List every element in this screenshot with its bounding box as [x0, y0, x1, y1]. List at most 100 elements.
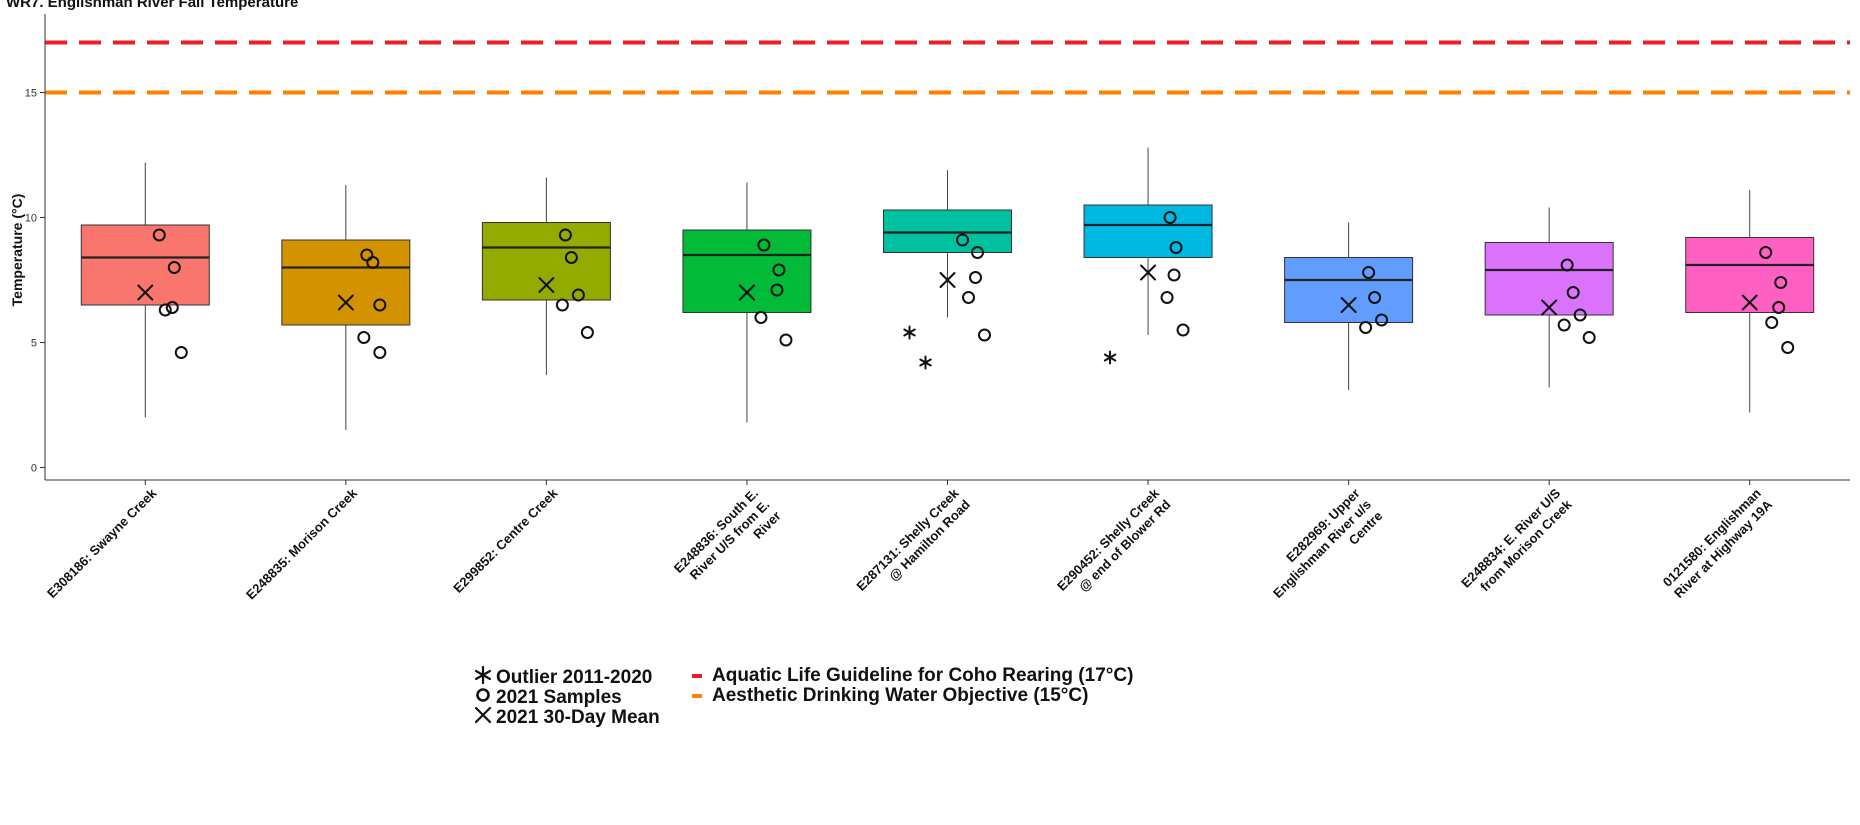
y-axis-title: Temperature (°C) — [9, 194, 25, 307]
category-labels: E308186: Swayne Creek E248835: Morison Cr… — [44, 485, 1776, 605]
sample-point — [373, 298, 387, 312]
category-label: E290452: Shelly Creek@ end of Blower Rd — [1054, 485, 1174, 605]
sample-point — [969, 271, 982, 284]
legend-label-guideline: Aquatic Life Guideline for Coho Rearing … — [712, 665, 1134, 686]
box — [682, 229, 812, 313]
outlier-marker — [1103, 350, 1117, 365]
sample-point — [152, 228, 166, 242]
outlier-marker — [919, 355, 932, 370]
boxes — [80, 147, 1815, 430]
sample-point — [962, 291, 975, 304]
sample-point — [373, 346, 387, 359]
category-label-line: E290452: Shelly Creek — [1054, 485, 1163, 594]
outlier-stroke — [919, 358, 932, 367]
sample-point — [174, 346, 188, 359]
y-tick-label-10: 10 — [25, 213, 37, 225]
sample-point — [1759, 246, 1773, 259]
sample-point — [1362, 266, 1376, 279]
sample-point — [1359, 321, 1373, 334]
sample-point — [772, 263, 786, 277]
legend-item-outlier: Outlier 2011-2020 — [470, 665, 653, 689]
sample-point — [167, 261, 181, 274]
sample-point — [978, 328, 991, 342]
sample-point — [1781, 341, 1795, 354]
mean-marker-stroke — [337, 294, 354, 311]
sample-point — [555, 298, 569, 312]
mean-marker-stroke — [738, 284, 755, 301]
legend-item-guideline: Aquatic Life Guideline for Coho Rearing … — [686, 665, 1133, 687]
reference-lines — [45, 40, 1850, 95]
legend-item-samples: 2021 Samples — [470, 685, 622, 709]
category-label-line: River at Highway 19A — [1671, 496, 1776, 601]
sample-point — [1560, 258, 1574, 272]
sample-point — [1163, 211, 1177, 224]
mean-marker — [538, 277, 555, 293]
mean-marker-stroke — [538, 277, 555, 293]
sample-point — [770, 283, 784, 297]
sample-point — [956, 233, 969, 247]
category-label: E299852: Centre Creek — [450, 485, 561, 596]
y-tick-label-0: 0 — [31, 463, 37, 475]
red-dash-icon — [692, 673, 702, 678]
sample-point — [1160, 291, 1174, 304]
axes: 0 5 10 15 — [25, 14, 1850, 485]
sample-point — [1557, 318, 1571, 332]
sample-point — [1167, 268, 1181, 282]
mean-marker-stroke — [939, 272, 956, 288]
legend-label-samples: 2021 Samples — [496, 687, 622, 709]
sample-point — [366, 256, 380, 269]
sample-point — [357, 331, 371, 344]
outlier-stroke — [903, 328, 916, 337]
sample-point — [158, 303, 172, 317]
mean-marker-stroke — [1741, 294, 1758, 311]
category-label-line: E248834: E. River U/S — [1458, 485, 1563, 590]
category-label: E248834: E. River U/Sfrom Morison Creek — [1458, 485, 1575, 602]
markers — [137, 211, 1795, 370]
mean-marker — [1140, 264, 1157, 281]
category-label: E248835: Morison Creek — [243, 485, 360, 602]
mean-marker-stroke — [1340, 297, 1357, 313]
category-label-line: E299852: Centre Creek — [450, 485, 561, 596]
sample-point — [971, 246, 984, 259]
mean-marker — [1741, 294, 1758, 311]
box — [481, 222, 611, 301]
sample-point — [564, 251, 578, 264]
sample-point — [779, 333, 793, 347]
category-label-line: Englishman River u/s — [1270, 497, 1374, 601]
mean-marker — [1340, 297, 1357, 313]
orange-dash-icon — [692, 693, 702, 698]
box — [281, 239, 411, 326]
sample-point — [1774, 276, 1788, 289]
sample-point — [580, 326, 594, 339]
mean-marker — [137, 284, 154, 301]
box — [1083, 204, 1213, 258]
mean-marker — [738, 284, 755, 301]
sample-point — [757, 238, 771, 252]
sample-point — [165, 301, 179, 314]
chart-title: WR7. Englishman River Fall Temperature — [6, 0, 299, 11]
sample-point — [1772, 301, 1786, 314]
mean-marker-stroke — [1140, 264, 1157, 281]
legend-item-mean: 2021 30-Day Mean — [470, 705, 660, 728]
sample-point — [1582, 331, 1596, 344]
category-label: E248836: South E.River U/S from E.River — [671, 486, 784, 599]
mean-marker — [1541, 299, 1558, 316]
sample-point — [1573, 308, 1587, 322]
category-label-line: 0121580: Englishman — [1660, 485, 1764, 589]
sample-point — [1176, 323, 1190, 337]
legend-label-outlier: Outlier 2011-2020 — [496, 667, 653, 689]
box — [1685, 237, 1815, 313]
box — [1284, 257, 1414, 323]
box — [883, 209, 1012, 253]
category-label-line: E248835: Morison Creek — [243, 485, 360, 602]
sample-point — [571, 288, 585, 302]
cross-icon — [470, 705, 496, 731]
category-label-line: E287131: Shelly Creek — [853, 485, 962, 594]
sample-point — [1368, 291, 1382, 304]
outlier-marker — [903, 325, 916, 340]
sample-point — [754, 311, 768, 324]
y-tick-label-5: 5 — [31, 338, 37, 350]
sample-point — [1566, 286, 1580, 299]
outlier-stroke — [1103, 353, 1117, 362]
